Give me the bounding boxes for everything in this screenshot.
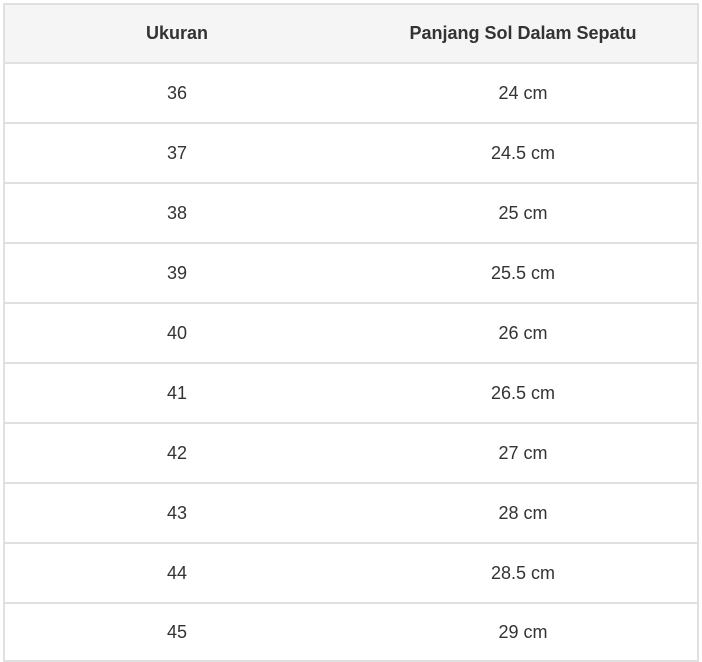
table-header-row: Ukuran Panjang Sol Dalam Sepatu: [4, 4, 698, 64]
size-cell: 41: [4, 363, 349, 424]
insole-length-cell: 24.5 cm: [349, 123, 698, 184]
table-row: 42 27 cm: [4, 423, 698, 484]
insole-length-cell: 28 cm: [349, 483, 698, 544]
table-row: 45 29 cm: [4, 603, 698, 661]
insole-length-cell: 28.5 cm: [349, 543, 698, 604]
insole-length-cell: 26 cm: [349, 303, 698, 364]
table-row: 36 24 cm: [4, 63, 698, 124]
table-row: 37 24.5 cm: [4, 123, 698, 184]
table-row: 39 25.5 cm: [4, 243, 698, 304]
table-row: 38 25 cm: [4, 183, 698, 244]
size-chart-table: Ukuran Panjang Sol Dalam Sepatu 36 24 cm 3…: [3, 3, 699, 662]
size-cell: 40: [4, 303, 349, 364]
size-cell: 39: [4, 243, 349, 304]
size-cell: 43: [4, 483, 349, 544]
table-row: 43 28 cm: [4, 483, 698, 544]
insole-length-cell: 24 cm: [349, 63, 698, 124]
size-cell: 44: [4, 543, 349, 604]
insole-length-cell: 27 cm: [349, 423, 698, 484]
header-size: Ukuran: [4, 4, 349, 64]
size-cell: 36: [4, 63, 349, 124]
table-row: 40 26 cm: [4, 303, 698, 364]
size-cell: 38: [4, 183, 349, 244]
table-row: 44 28.5 cm: [4, 543, 698, 604]
insole-length-cell: 25 cm: [349, 183, 698, 244]
table-row: 41 26.5 cm: [4, 363, 698, 424]
insole-length-cell: 25.5 cm: [349, 243, 698, 304]
header-insole-length: Panjang Sol Dalam Sepatu: [349, 4, 698, 64]
size-cell: 45: [166, 621, 188, 642]
insole-length-cell: 26.5 cm: [349, 363, 698, 424]
insole-length-cell: 29 cm: [498, 621, 548, 642]
size-cell: 37: [4, 123, 349, 184]
size-cell: 42: [4, 423, 349, 484]
